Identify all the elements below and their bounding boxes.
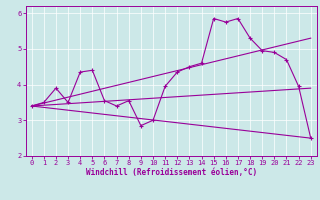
X-axis label: Windchill (Refroidissement éolien,°C): Windchill (Refroidissement éolien,°C)	[86, 168, 257, 177]
